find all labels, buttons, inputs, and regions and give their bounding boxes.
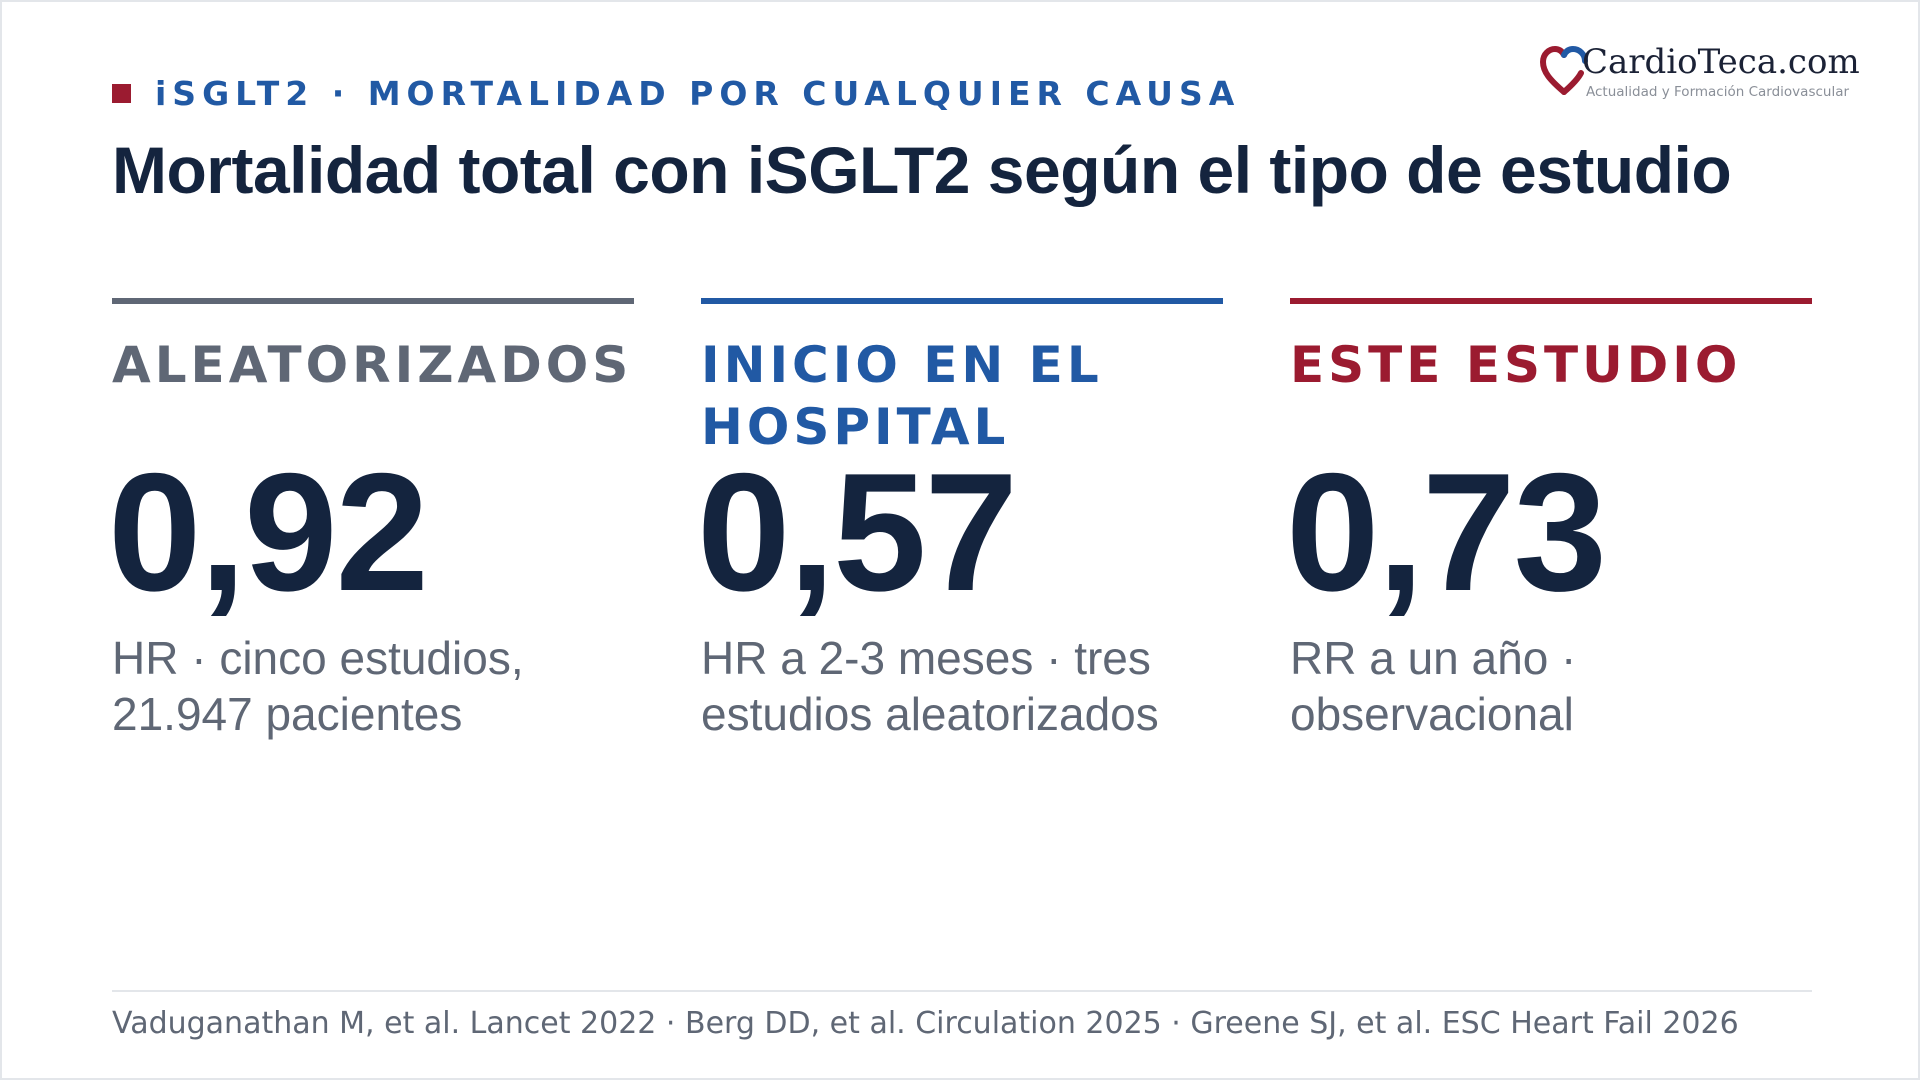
column-rule: [112, 298, 634, 304]
heart-icon: [1540, 45, 1588, 95]
logo-name: CardioTeca.com: [1582, 42, 1860, 82]
footer-references: Vaduganathan M, et al. Lancet 2022 · Ber…: [112, 1006, 1739, 1041]
kicker-text: iSGLT2 · MORTALIDAD POR CUALQUIER CAUSA: [155, 74, 1241, 113]
logo-tagline: Actualidad y Formación Cardiovascular: [1586, 84, 1850, 100]
column-label: INICIO EN EL HOSPITAL: [701, 336, 1103, 456]
column-label: ESTE ESTUDIO: [1290, 336, 1742, 394]
kicker: iSGLT2 · MORTALIDAD POR CUALQUIER CAUSA: [112, 74, 1240, 113]
page-title: Mortalidad total con iSGLT2 según el tip…: [112, 133, 1732, 207]
stat-column-randomized: ALEATORIZADOS 0,92 HR · cinco estudios, …: [108, 298, 634, 778]
column-value: 0,92: [108, 438, 429, 626]
stat-column-this-study: ESTE ESTUDIO 0,73 RR a un año · observac…: [1286, 298, 1812, 778]
column-value: 0,73: [1286, 438, 1607, 626]
footer-divider: [112, 990, 1812, 992]
cardioteca-logo: CardioTeca.com Actualidad y Formación Ca…: [1540, 42, 1870, 104]
stat-columns: ALEATORIZADOS 0,92 HR · cinco estudios, …: [108, 298, 1812, 778]
column-description: HR · cinco estudios, 21.947 pacientes: [112, 632, 524, 740]
column-description: HR a 2-3 meses · tres estudios aleatoriz…: [701, 632, 1159, 740]
column-rule: [701, 298, 1223, 304]
column-value: 0,57: [697, 438, 1018, 626]
stat-column-in-hospital: INICIO EN EL HOSPITAL 0,57 HR a 2-3 mese…: [697, 298, 1223, 778]
column-rule: [1290, 298, 1812, 304]
column-label: ALEATORIZADOS: [112, 336, 633, 394]
column-description: RR a un año · observacional: [1290, 632, 1577, 740]
kicker-square-icon: [112, 84, 131, 103]
